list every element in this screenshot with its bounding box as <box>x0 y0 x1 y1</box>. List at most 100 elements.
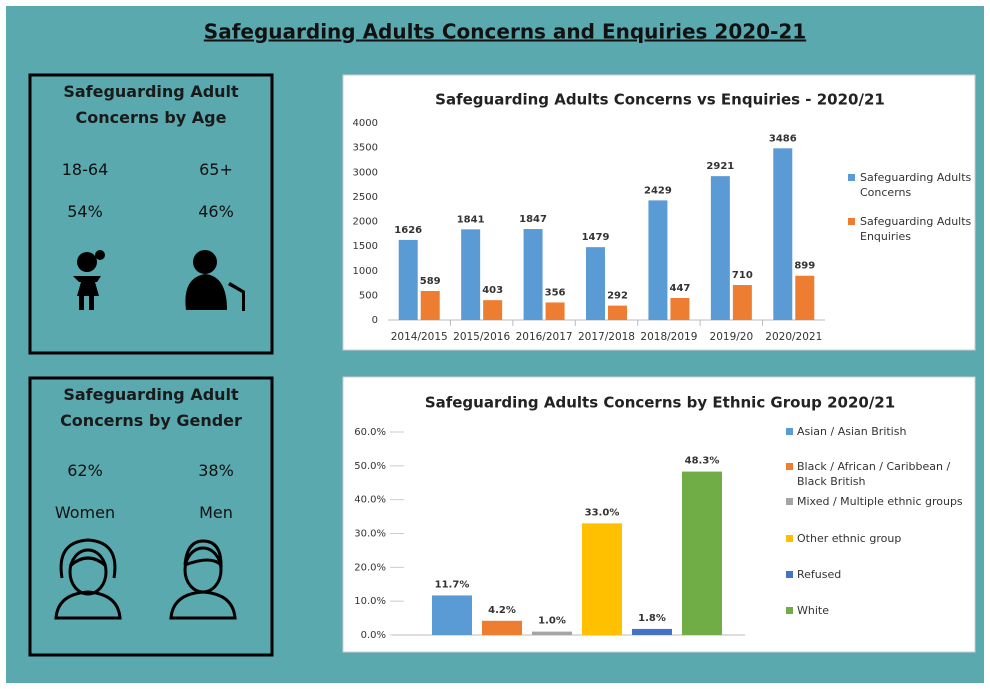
y-tick-label: 3000 <box>353 167 378 178</box>
group-label: 18-64 <box>61 160 109 179</box>
age-box <box>28 73 274 355</box>
child-icon <box>73 250 105 310</box>
y-tick-label: 1000 <box>353 266 378 277</box>
panel-title: Safeguarding Adult Concerns by Gender <box>60 385 242 430</box>
y-tick-label: 40.0% <box>354 495 386 506</box>
chart-title: Safeguarding Adults Concerns by Ethnic G… <box>425 394 895 412</box>
bar <box>432 595 472 635</box>
y-tick-label: 20.0% <box>354 562 386 573</box>
data-label: 48.3% <box>685 456 720 467</box>
legend-entry: Black / African / Caribbean / Black Brit… <box>797 460 951 488</box>
legend-swatch <box>786 607 793 614</box>
legend-swatch-box: Safeguarding Adults Concerns <box>860 171 972 199</box>
data-label: 710 <box>732 270 753 281</box>
page-title: Safeguarding Adults Concerns and Enquiri… <box>204 20 806 44</box>
bar <box>670 297 690 320</box>
y-tick-label: 30.0% <box>354 529 386 540</box>
bar <box>795 275 815 320</box>
bar <box>532 631 572 635</box>
y-tick-label: 50.0% <box>354 461 386 472</box>
data-label: 899 <box>794 261 815 272</box>
x-tick-label: 2014/2015 <box>391 331 448 343</box>
data-label: 11.7% <box>435 579 470 590</box>
legend-entry: Other ethnic group <box>797 532 902 545</box>
group-label: 65+ <box>199 160 233 179</box>
data-label: 2429 <box>644 185 672 196</box>
bar <box>732 285 752 320</box>
x-tick-label: 2018/2019 <box>640 331 697 343</box>
bar <box>523 229 543 320</box>
bar <box>420 290 440 320</box>
data-label: 1841 <box>457 214 485 225</box>
bar <box>710 176 730 320</box>
group-label: Men <box>199 503 233 522</box>
data-label: 1847 <box>519 214 547 225</box>
legend-swatch <box>786 463 793 470</box>
bar <box>586 247 605 320</box>
gender-box <box>28 376 274 657</box>
data-label: 447 <box>669 283 690 294</box>
legend-swatch <box>786 428 793 435</box>
bar <box>545 302 565 320</box>
legend-entry: Asian / Asian British <box>797 425 907 438</box>
legend-entry: White <box>797 604 829 617</box>
bar <box>632 628 672 635</box>
data-label: 1.0% <box>538 616 566 627</box>
y-tick-label: 2000 <box>353 217 378 228</box>
legend-swatch <box>848 174 855 181</box>
elderly-icon <box>185 250 245 311</box>
data-label: 1479 <box>582 232 610 243</box>
bar <box>608 305 627 320</box>
bar <box>682 471 722 635</box>
bar <box>482 620 522 635</box>
y-tick-label: 0.0% <box>361 630 386 641</box>
legend-swatch <box>786 498 793 505</box>
chart-title: Safeguarding Adults Concerns vs Enquirie… <box>435 91 885 109</box>
bar <box>773 148 793 320</box>
x-tick-label: 2015/2016 <box>453 331 510 343</box>
panel-title: Safeguarding Adult Concerns by Age <box>63 82 239 127</box>
y-tick-label: 60.0% <box>354 427 386 438</box>
y-tick-label: 500 <box>359 290 378 301</box>
group-share: 62% <box>67 461 103 480</box>
bar <box>461 229 481 320</box>
legend-swatch-box: Safeguarding Adults Enquiries <box>860 215 972 243</box>
data-label: 1.8% <box>638 613 666 624</box>
legend-swatch <box>786 535 793 542</box>
legend-entry: Mixed / Multiple ethnic groups <box>797 495 963 508</box>
y-tick-label: 2500 <box>353 192 378 203</box>
data-label: 356 <box>545 287 566 298</box>
x-tick-label: 2020/2021 <box>765 331 822 343</box>
y-tick-label: 4000 <box>353 118 378 129</box>
legend-swatch <box>786 571 793 578</box>
woman-icon <box>54 538 122 620</box>
data-label: 3486 <box>769 133 797 144</box>
y-tick-label: 1500 <box>353 241 378 252</box>
bar <box>582 523 622 635</box>
x-tick-label: 2016/2017 <box>516 331 573 343</box>
data-label: 2921 <box>706 161 734 172</box>
group-share: 46% <box>198 202 234 221</box>
man-icon <box>169 539 237 620</box>
bar <box>398 239 418 320</box>
data-label: 403 <box>482 285 503 296</box>
data-label: 292 <box>607 291 628 302</box>
legend-entry: Refused <box>797 568 842 581</box>
y-tick-label: 10.0% <box>354 596 386 607</box>
bar <box>648 200 668 320</box>
data-label: 589 <box>420 276 441 287</box>
bar <box>483 300 503 320</box>
data-label: 4.2% <box>488 605 516 616</box>
y-tick-label: 3500 <box>353 143 378 154</box>
group-share: 38% <box>198 461 234 480</box>
x-tick-label: 2019/20 <box>710 331 754 343</box>
x-tick-label: 2017/2018 <box>578 331 635 343</box>
group-label: Women <box>54 503 116 522</box>
y-tick-label: 0 <box>372 315 378 326</box>
legend-swatch <box>848 218 855 225</box>
data-label: 1626 <box>394 225 422 236</box>
group-share: 54% <box>67 202 103 221</box>
data-label: 33.0% <box>585 507 620 518</box>
